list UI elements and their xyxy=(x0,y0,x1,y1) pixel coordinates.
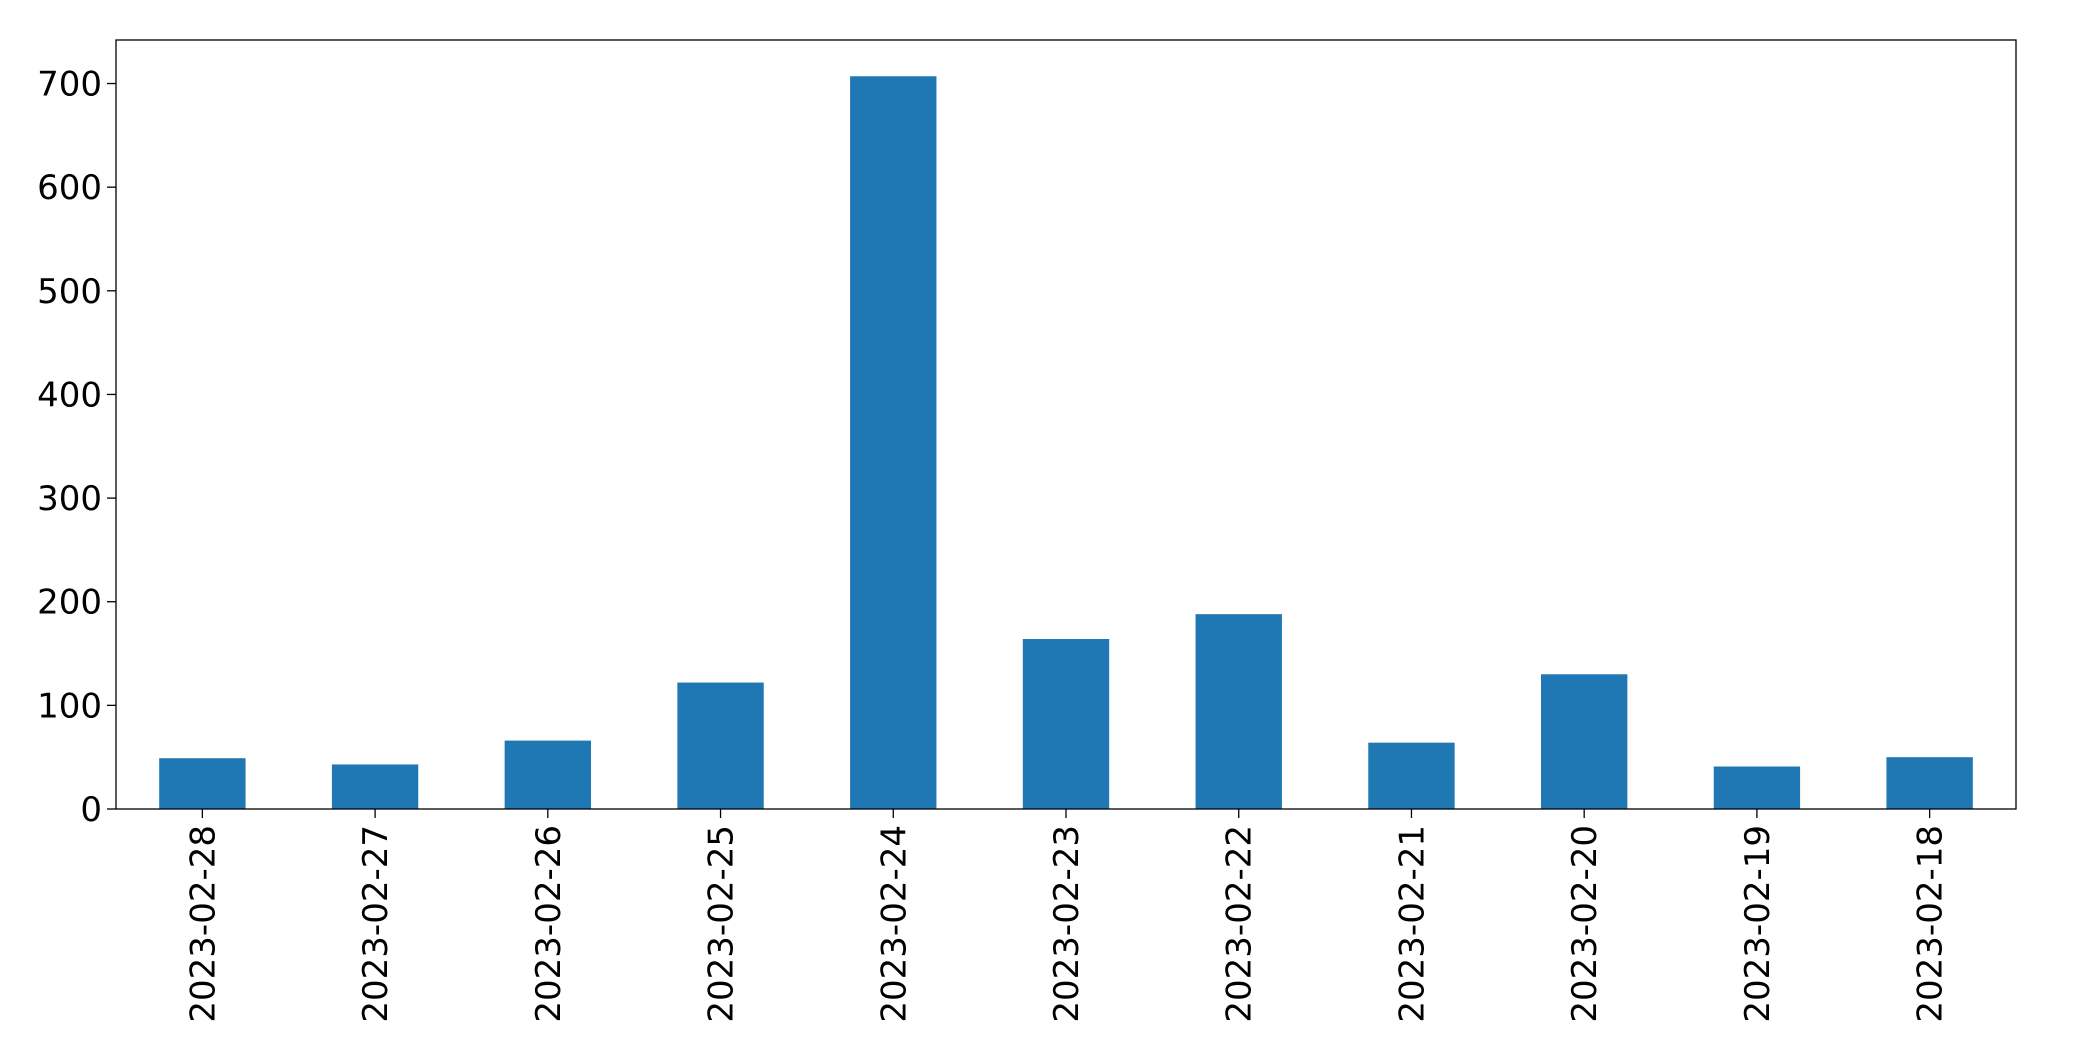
y-tick-label: 0 xyxy=(80,790,102,830)
bar xyxy=(504,740,591,809)
bar xyxy=(1886,757,1973,809)
bar xyxy=(1368,742,1455,809)
plot-frame xyxy=(115,39,2017,810)
x-tick-label: 2023-02-24 xyxy=(874,825,914,1023)
x-tick-label: 2023-02-23 xyxy=(1047,825,1087,1023)
x-tick-label: 2023-02-21 xyxy=(1392,825,1432,1023)
y-tick-label: 500 xyxy=(37,272,102,312)
y-tick-label: 700 xyxy=(37,65,102,105)
x-tick-label: 2023-02-25 xyxy=(702,825,742,1023)
y-tick-label: 200 xyxy=(37,583,102,623)
x-tick-label: 2023-02-27 xyxy=(356,825,396,1023)
bar xyxy=(331,764,419,809)
bar xyxy=(159,758,246,809)
bar xyxy=(1022,639,1110,809)
bar xyxy=(1195,614,1282,809)
x-tick-label: 2023-02-28 xyxy=(183,825,223,1023)
y-tick-label: 100 xyxy=(37,686,102,726)
y-tick-label: 300 xyxy=(37,479,102,519)
x-tick-label: 2023-02-19 xyxy=(1738,825,1778,1023)
bar xyxy=(850,76,937,810)
bar xyxy=(677,682,764,809)
bar xyxy=(1713,766,1801,809)
x-tick-label: 2023-02-18 xyxy=(1911,825,1951,1023)
x-tick-label: 2023-02-22 xyxy=(1220,825,1260,1023)
y-tick-label: 600 xyxy=(37,168,102,208)
x-tick-label: 2023-02-20 xyxy=(1565,825,1605,1023)
x-tick-label: 2023-02-26 xyxy=(529,825,569,1023)
bar xyxy=(1541,674,1628,809)
y-tick-label: 400 xyxy=(37,375,102,415)
